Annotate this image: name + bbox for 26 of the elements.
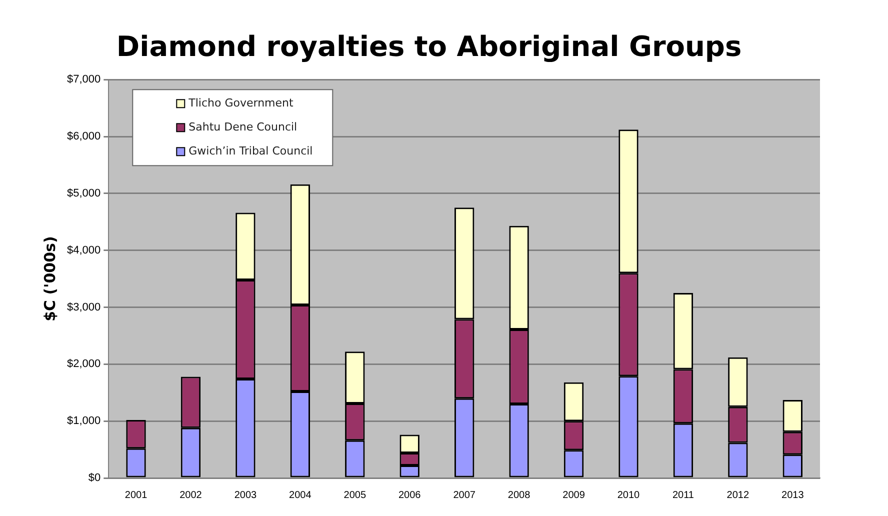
y-tick-label: $5,000 [66,187,101,200]
x-tick-label: 2008 [508,490,531,501]
x-tick-label: 2012 [726,490,750,501]
x-tick-label: 2013 [782,490,804,501]
y-tick-label: $6,000 [66,130,101,143]
y-tick-label: $2,000 [66,358,101,370]
x-tick-label: 2010 [617,490,640,501]
x-tick-label: 2002 [180,490,202,501]
x-tick-label: 2006 [398,490,422,501]
legend-label: Gwich’in Tribal Council [188,144,313,158]
chart-title: Diamond royalties to Aboriginal Groups [116,30,742,64]
x-tick-label: 2011 [672,490,694,501]
y-tick-label: $7,000 [66,74,101,86]
x-tick-label: 2003 [234,490,258,501]
y-tick-label: $1,000 [66,415,101,428]
x-tick-label: 2007 [453,490,476,501]
x-tick-label: 2004 [289,490,312,501]
legend-label: Tlicho Government [188,96,294,110]
x-tick-label: 2005 [344,490,366,501]
legend-label: Sahtu Dene Council [188,120,298,134]
x-tick-label: 2009 [562,490,586,501]
y-tick-label: $4,000 [66,244,101,256]
y-tick-label: $0 [88,472,101,484]
y-tick-label: $3,000 [66,301,101,314]
y-axis-title: $C ('000s) [40,236,59,322]
x-tick-label: 2001 [124,490,148,501]
